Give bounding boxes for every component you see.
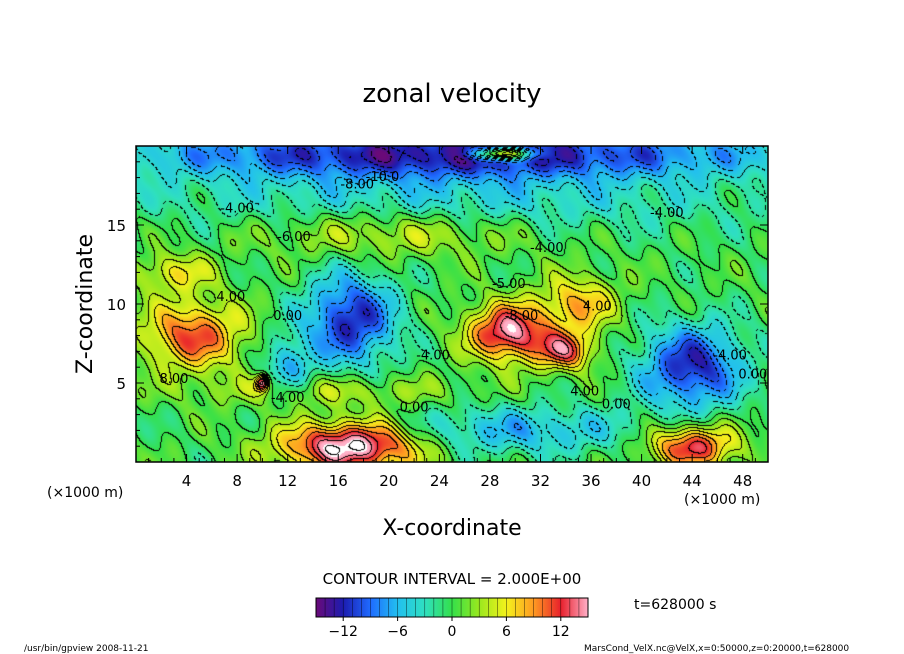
footer-left: /usr/bin/gpview 2008-11-21 <box>24 644 148 654</box>
contour-label: -4.00 <box>530 241 564 256</box>
contour-label: 4.00 <box>583 299 612 314</box>
colorbar-tick-label: 6 <box>502 624 511 640</box>
contour-label: 4.00 <box>570 385 599 400</box>
contour-label: -5.00 <box>492 277 526 292</box>
footer-right: MarsCond_VelX.nc@VelX,x=0:50000,z=0:2000… <box>584 644 849 654</box>
contour-label: 0.00 <box>738 367 767 382</box>
x-tick-label: 24 <box>430 472 449 490</box>
x-unit-left: (×1000 m) <box>47 485 123 501</box>
contour-label: -10.0 <box>366 170 400 185</box>
y-tick-label: 10 <box>107 296 126 314</box>
contour-label: -6.00 <box>277 230 311 245</box>
y-axis: 5 10 15 <box>107 161 768 447</box>
x-tick-label: 36 <box>581 472 600 490</box>
contour-label: 0.00 <box>400 400 429 415</box>
colorbar-ticks: −12 −6 0 6 12 <box>324 598 580 640</box>
chart-title: zonal velocity <box>362 79 541 109</box>
x-tick-label: 32 <box>531 472 550 490</box>
contour-interval: CONTOUR INTERVAL = 2.000E+00 <box>323 570 582 588</box>
contour-label: -8.00 <box>340 178 374 193</box>
x-tick-label: 20 <box>379 472 398 490</box>
x-tick-label: 40 <box>632 472 651 490</box>
x-tick-label: 16 <box>329 472 348 490</box>
contour-label: 0.00 <box>602 397 631 412</box>
field-heatmap: -10.0-8.00-4.00 -4.00-6.00-4.00-5.004.000… <box>136 146 768 462</box>
y-axis-label: Z-coordinate <box>73 234 98 374</box>
contour-labels: -10.0-8.00-4.00 -4.00-6.00-4.00-5.004.000… <box>159 170 767 416</box>
contour-label: -4.00 <box>416 348 450 363</box>
colorbar-tick-label: 0 <box>448 624 457 640</box>
contour-label: 0.00 <box>273 309 302 324</box>
colorbar-tick-label: −12 <box>328 624 358 640</box>
contour-label: -4.00 <box>650 206 684 221</box>
x-axis: 4 8 12 16 20 24 28 32 36 40 44 48 <box>148 146 756 490</box>
contour-label: 4.00 <box>216 290 245 305</box>
colorbar: −12 −6 0 6 12 <box>315 597 589 640</box>
x-tick-label: 28 <box>480 472 499 490</box>
contour-label: -4.00 <box>271 391 305 406</box>
x-tick-label: 4 <box>182 472 192 490</box>
contour-label: -4.00 <box>220 201 254 216</box>
contour-label: 8.00 <box>159 372 188 387</box>
x-tick-label: 48 <box>733 472 752 490</box>
x-tick-label: 44 <box>683 472 702 490</box>
y-tick-label: 5 <box>116 375 126 393</box>
contour-label: -4.00 <box>713 348 747 363</box>
contour-label: -8.00 <box>505 309 539 324</box>
colorbar-tick-label: −6 <box>387 624 408 640</box>
x-axis-label: X-coordinate <box>382 516 521 541</box>
x-tick-label: 8 <box>232 472 242 490</box>
time-label: t=628000 s <box>634 597 716 613</box>
x-tick-label: 12 <box>278 472 297 490</box>
x-unit-right: (×1000 m) <box>684 492 760 508</box>
y-tick-label: 15 <box>107 217 126 235</box>
colorbar-tick-label: 12 <box>552 624 570 640</box>
